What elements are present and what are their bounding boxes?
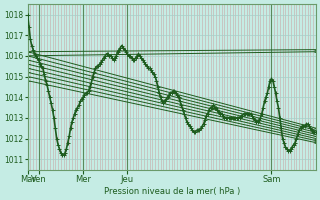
X-axis label: Pression niveau de la mer( hPa ): Pression niveau de la mer( hPa ) xyxy=(104,187,240,196)
